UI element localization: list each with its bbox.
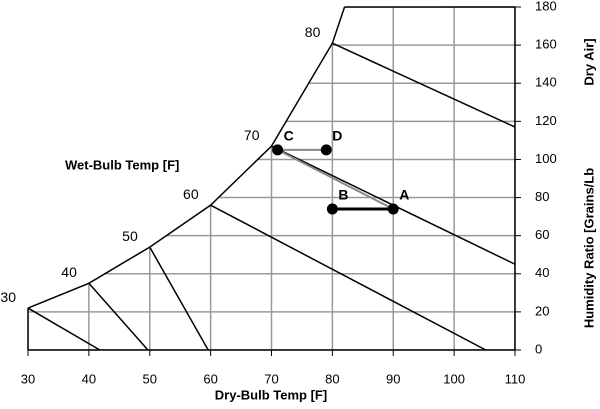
y-tick-label: 140	[535, 75, 557, 90]
x-tick-label: 110	[505, 371, 526, 386]
process-line	[277, 149, 394, 210]
x-tick-label: 30	[21, 371, 35, 386]
y-tick-label: 80	[535, 189, 549, 204]
x-tick-label: 50	[143, 371, 157, 386]
wet-bulb-line	[332, 42, 516, 128]
wet-bulb-line	[149, 246, 209, 351]
wet-bulb-line	[210, 204, 487, 351]
wet-bulb-line	[88, 282, 149, 351]
y-tick-label: 0	[535, 341, 542, 356]
point-label: A	[399, 187, 409, 203]
point-label: C	[284, 128, 294, 144]
y-tick-label: 40	[535, 265, 549, 280]
x-axis-title: Dry-Bulb Temp [F]	[215, 387, 327, 402]
wet-bulb-label: 50	[122, 228, 138, 244]
wet-bulb-label: 70	[244, 127, 260, 143]
x-tick-label: 40	[82, 371, 96, 386]
wet-bulb-title: Wet-Bulb Temp [F]	[65, 157, 179, 172]
wet-bulb-label: 30	[0, 289, 16, 305]
y-tick-label: 100	[535, 151, 557, 166]
y-axis-title: Humidity Ratio [Grains/Lb	[581, 168, 596, 328]
state-point	[320, 144, 332, 156]
point-label: D	[332, 128, 342, 144]
x-tick-label: 60	[203, 371, 217, 386]
x-tick-label: 70	[264, 371, 278, 386]
y-tick-label: 20	[535, 303, 549, 318]
grid	[28, 6, 515, 350]
y-tick-label: 120	[535, 113, 557, 128]
wet-bulb-label: 40	[61, 264, 77, 280]
y-tick-label: 160	[535, 37, 557, 52]
state-point	[326, 203, 338, 215]
y-tick-label: 60	[535, 227, 549, 242]
point-label: B	[338, 187, 348, 203]
wet-bulb-line	[27, 307, 101, 351]
x-tick-label: 80	[325, 371, 339, 386]
wet-bulb-label: 80	[305, 24, 321, 40]
state-point	[272, 144, 284, 156]
y-tick-label: 180	[535, 0, 557, 13]
state-point	[387, 203, 399, 215]
wet-bulb-label: 60	[183, 186, 199, 202]
x-tick-label: 90	[386, 371, 400, 386]
y-axis-title: Dry Air]	[581, 38, 596, 85]
x-tick-label: 100	[443, 371, 465, 386]
